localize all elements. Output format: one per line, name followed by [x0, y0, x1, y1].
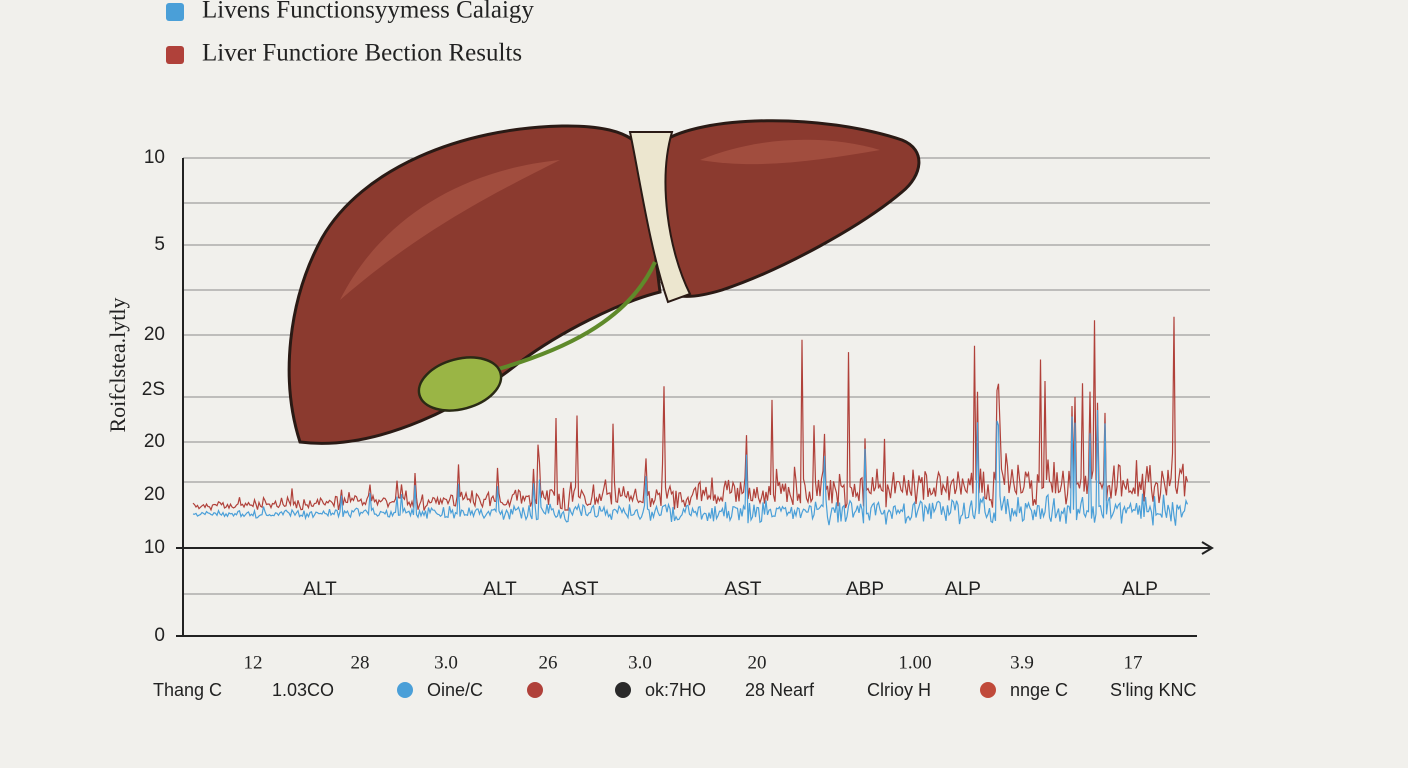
marker-label: AST [725, 579, 762, 600]
y-tick-label: 20 [144, 324, 165, 345]
y-tick-label: 5 [154, 234, 165, 255]
footer-dot [397, 682, 413, 698]
footer-label: S'ling KNC [1110, 680, 1196, 700]
footer-label: Oine/C [427, 680, 483, 700]
legend-label: Liver Functiore Bection Results [202, 40, 522, 67]
red-trace [192, 316, 1189, 512]
y-axis-title: Roifclstea.lytly [105, 297, 130, 432]
axes [176, 158, 1214, 637]
footer-label: Clrioy H [867, 680, 931, 700]
x-tick-label: 28 [351, 652, 370, 673]
footer-label: 1.03CO [272, 680, 334, 700]
marker-label: ABP [846, 579, 884, 600]
x-tick-label: 3.0 [628, 652, 652, 673]
y-tick-label: 0 [154, 625, 165, 646]
y-tick-label: 20 [144, 484, 165, 505]
marker-label: ALT [303, 579, 337, 600]
x-tick-label: 20 [748, 652, 767, 673]
x-tick-label: 12 [244, 652, 263, 673]
footer-label: Thang C [153, 680, 222, 700]
footer-dot [980, 682, 996, 698]
marker-label: ALP [1122, 579, 1158, 600]
footer-label: ok:7HO [645, 680, 706, 700]
x-tick-label: 17 [1124, 652, 1143, 673]
y-tick-label: 10 [144, 147, 165, 168]
y-tick-label: 2S [142, 379, 165, 400]
x-tick-label: 3.0 [434, 652, 458, 673]
marker-label: ALT [483, 579, 517, 600]
y-tick-label: 10 [144, 537, 165, 558]
footer-label: nnge C [1010, 680, 1068, 700]
footer-dot [527, 682, 543, 698]
legend-swatch [166, 3, 184, 21]
blue-trace [192, 409, 1189, 526]
legend-swatch [166, 46, 184, 64]
x-tick-label: 26 [539, 652, 558, 673]
legend-label: Livens Functionsyymess Calaigy [202, 0, 534, 24]
signal-traces [192, 316, 1189, 526]
x-tick-label: 3.9 [1010, 652, 1034, 673]
x-tick-label: 1.00 [898, 652, 931, 673]
marker-label: ALP [945, 579, 981, 600]
liver-illustration [287, 119, 921, 445]
marker-label: AST [562, 579, 599, 600]
footer-label: 28 Nearf [745, 680, 815, 700]
footer-dot [615, 682, 631, 698]
y-tick-label: 20 [144, 431, 165, 452]
